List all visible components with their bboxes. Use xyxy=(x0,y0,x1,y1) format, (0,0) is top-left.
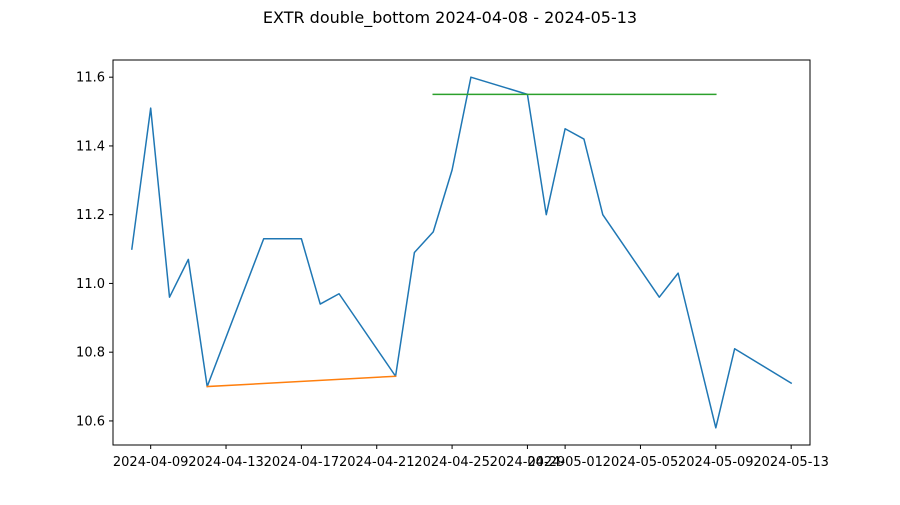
chart-title: EXTR double_bottom 2024-04-08 - 2024-05-… xyxy=(262,8,638,27)
x-tick-label: 2024-04-21 xyxy=(339,455,415,470)
x-tick-label: 2024-05-09 xyxy=(678,455,754,470)
y-tick-label: 10.8 xyxy=(76,346,105,361)
x-tick-label: 2024-05-01 xyxy=(527,455,603,470)
x-tick-label: 2024-04-09 xyxy=(113,455,189,470)
x-tick-label: 2024-04-13 xyxy=(188,455,264,470)
series-line-1 xyxy=(130,76,793,429)
y-tick-label: 10.6 xyxy=(76,414,105,429)
y-tick-label: 11.0 xyxy=(76,277,105,292)
x-tick-label: 2024-05-13 xyxy=(753,455,829,470)
series-line-2 xyxy=(206,375,397,388)
y-tick-label: 11.4 xyxy=(76,139,105,154)
series-layer xyxy=(130,76,793,429)
plot-frame xyxy=(112,59,811,446)
x-tick-label: 2024-05-05 xyxy=(603,455,679,470)
y-tick-label: 11.6 xyxy=(76,71,105,86)
x-tick-label: 2024-04-17 xyxy=(264,455,340,470)
x-axis: 2024-04-09 2024-04-13 2024-04-17 2024-04-21… xyxy=(113,445,829,470)
x-tick-label: 2024-04-25 xyxy=(414,455,490,470)
y-tick-label: 11.2 xyxy=(76,208,105,223)
y-axis: 10.6 10.8 11.0 11.2 11.4 11.6 xyxy=(76,71,113,429)
x-tick-label: 2024-04-29 xyxy=(490,455,566,470)
